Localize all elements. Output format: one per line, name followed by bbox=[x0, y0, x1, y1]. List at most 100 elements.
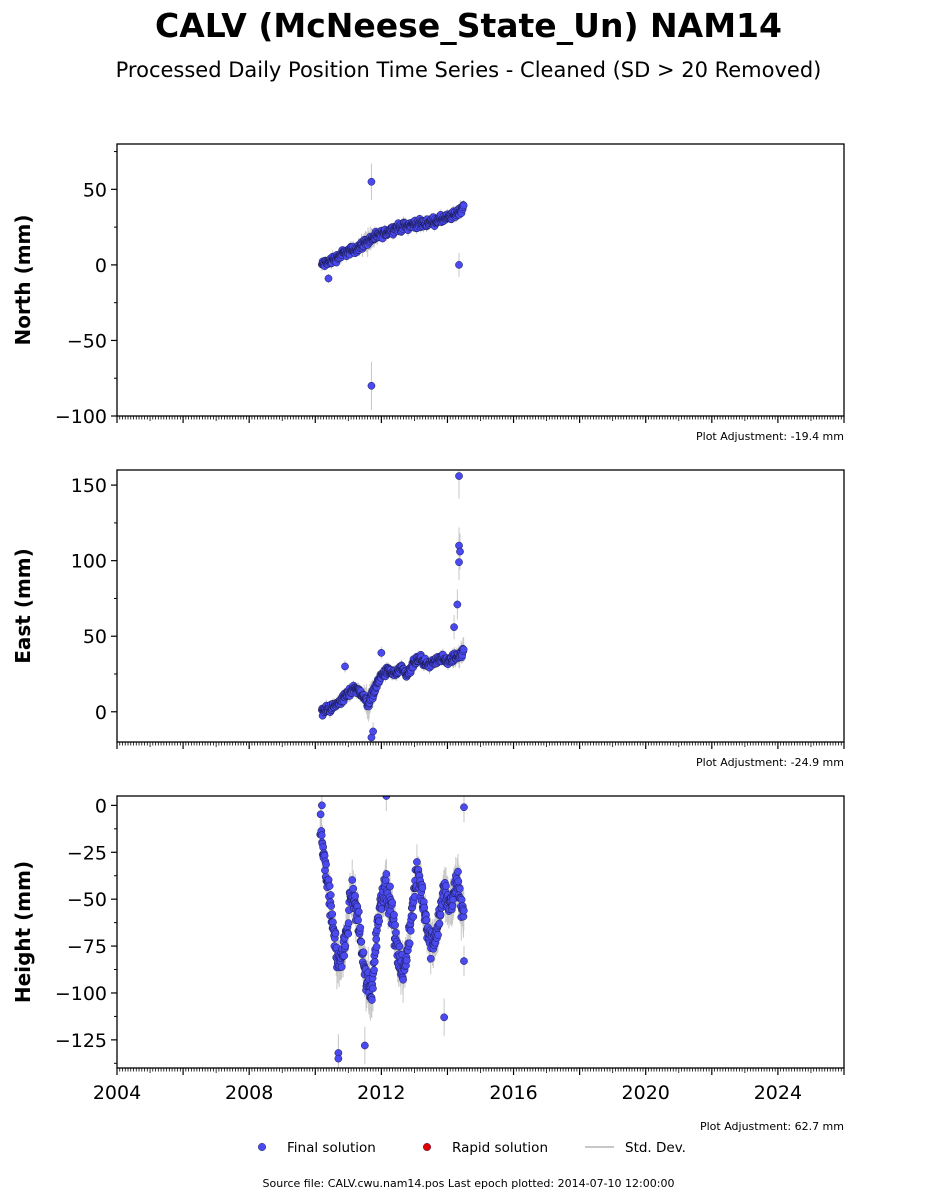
data-point bbox=[351, 892, 359, 900]
data-point bbox=[455, 558, 463, 567]
data-point bbox=[391, 921, 399, 929]
legend-item: Rapid solution bbox=[423, 1140, 548, 1156]
chart-subtitle: Processed Daily Position Time Series - C… bbox=[115, 58, 822, 82]
legend-item: Std. Dev. bbox=[585, 1140, 686, 1156]
data-point bbox=[455, 261, 463, 269]
chart-title: CALV (McNeese_State_Un) NAM14 bbox=[155, 6, 782, 45]
data-point bbox=[395, 942, 404, 951]
data-point bbox=[450, 623, 458, 632]
legend-marker bbox=[423, 1142, 432, 1151]
data-point bbox=[341, 942, 350, 950]
data-point bbox=[460, 803, 468, 812]
data-point bbox=[455, 884, 464, 893]
data-point bbox=[454, 867, 462, 876]
data-point bbox=[455, 472, 463, 480]
data-point bbox=[434, 931, 442, 939]
axes-frame bbox=[116, 795, 845, 1069]
y-axis-label: Height (mm) bbox=[11, 861, 35, 1003]
data-point bbox=[325, 882, 334, 890]
legend-item: Final solution bbox=[258, 1140, 376, 1156]
data-point bbox=[348, 876, 357, 884]
final-solution-points bbox=[316, 796, 468, 1063]
legend-label: Std. Dev. bbox=[625, 1140, 686, 1156]
data-point bbox=[435, 919, 444, 928]
panel-2: 0 50 100 150 East (mm) Plot Adjustment: -24.9… bbox=[11, 469, 845, 769]
data-point bbox=[318, 801, 326, 810]
data-point bbox=[370, 966, 378, 974]
data-point bbox=[422, 916, 431, 924]
data-point bbox=[331, 929, 340, 938]
data-point bbox=[459, 201, 468, 210]
data-point bbox=[359, 948, 368, 957]
y-tick-label: −125 bbox=[55, 1030, 107, 1052]
data-point bbox=[456, 547, 464, 556]
data-point bbox=[426, 954, 435, 963]
y-tick-label: −50 bbox=[67, 889, 107, 911]
y-tick-label: −100 bbox=[55, 406, 107, 428]
data-point bbox=[440, 1013, 448, 1022]
data-point bbox=[344, 929, 353, 938]
x-tick-label: 2012 bbox=[357, 1082, 405, 1104]
std-dev-bars bbox=[321, 163, 465, 410]
data-point bbox=[459, 645, 468, 654]
data-point bbox=[436, 910, 445, 919]
data-point bbox=[349, 884, 358, 893]
legend-label: Rapid solution bbox=[452, 1140, 548, 1156]
data-point bbox=[354, 907, 363, 916]
data-point bbox=[457, 895, 466, 904]
data-point bbox=[316, 810, 325, 819]
y-axis-label: East (mm) bbox=[11, 548, 35, 664]
data-point bbox=[369, 984, 377, 993]
data-point bbox=[460, 957, 468, 965]
y-tick-label: 0 bbox=[95, 795, 107, 817]
data-point bbox=[367, 381, 376, 390]
final-solution-points bbox=[318, 472, 468, 742]
data-point bbox=[369, 727, 377, 736]
plot-area bbox=[318, 163, 468, 410]
legend: Final solution Rapid solution Std. Dev. bbox=[258, 1140, 686, 1156]
panel-3: −125 −100 −75 −50 −25 0 2004 2008 2012 2016 2020 20… bbox=[11, 795, 845, 1133]
data-point bbox=[382, 870, 391, 878]
data-point bbox=[409, 912, 418, 921]
data-point bbox=[442, 882, 450, 890]
data-point bbox=[391, 928, 400, 937]
data-point bbox=[367, 177, 376, 186]
data-point bbox=[341, 662, 349, 671]
data-point bbox=[327, 902, 335, 910]
data-point bbox=[377, 648, 386, 657]
plot-area bbox=[318, 470, 468, 742]
data-point bbox=[388, 898, 397, 907]
x-tick-label: 2004 bbox=[93, 1082, 141, 1104]
data-point bbox=[370, 957, 379, 966]
data-point bbox=[357, 937, 366, 946]
data-point bbox=[367, 996, 376, 1004]
y-tick-label: −100 bbox=[55, 983, 107, 1005]
data-point bbox=[340, 951, 349, 960]
plot-adjustment-label: Plot Adjustment: 62.7 mm bbox=[700, 1120, 844, 1133]
data-point bbox=[360, 1041, 369, 1050]
plot-adjustment-label: Plot Adjustment: -24.9 mm bbox=[696, 756, 844, 769]
data-point bbox=[324, 875, 333, 884]
y-tick-label: 0 bbox=[95, 255, 107, 277]
panel-1: −100 −50 0 50 North (mm) Plot Adjustment: -19… bbox=[11, 143, 845, 443]
data-point bbox=[337, 963, 346, 971]
plot-area bbox=[316, 796, 468, 1068]
final-solution-points bbox=[318, 177, 468, 390]
data-point bbox=[406, 926, 415, 935]
data-point bbox=[372, 935, 381, 944]
x-tick-label: 2024 bbox=[754, 1082, 802, 1104]
data-point bbox=[420, 903, 429, 912]
std-dev-bars bbox=[319, 796, 465, 1068]
y-tick-label: 0 bbox=[95, 702, 107, 724]
data-point bbox=[317, 831, 326, 840]
data-point bbox=[413, 858, 421, 866]
data-point bbox=[399, 975, 407, 984]
y-tick-label: −25 bbox=[67, 842, 107, 864]
y-axis-label: North (mm) bbox=[11, 214, 35, 345]
axes-frame bbox=[116, 469, 845, 743]
data-point bbox=[354, 916, 362, 924]
source-note: Source file: CALV.cwu.nam14.pos Last epo… bbox=[262, 1177, 675, 1190]
data-point bbox=[459, 906, 468, 915]
data-point bbox=[334, 1054, 343, 1063]
